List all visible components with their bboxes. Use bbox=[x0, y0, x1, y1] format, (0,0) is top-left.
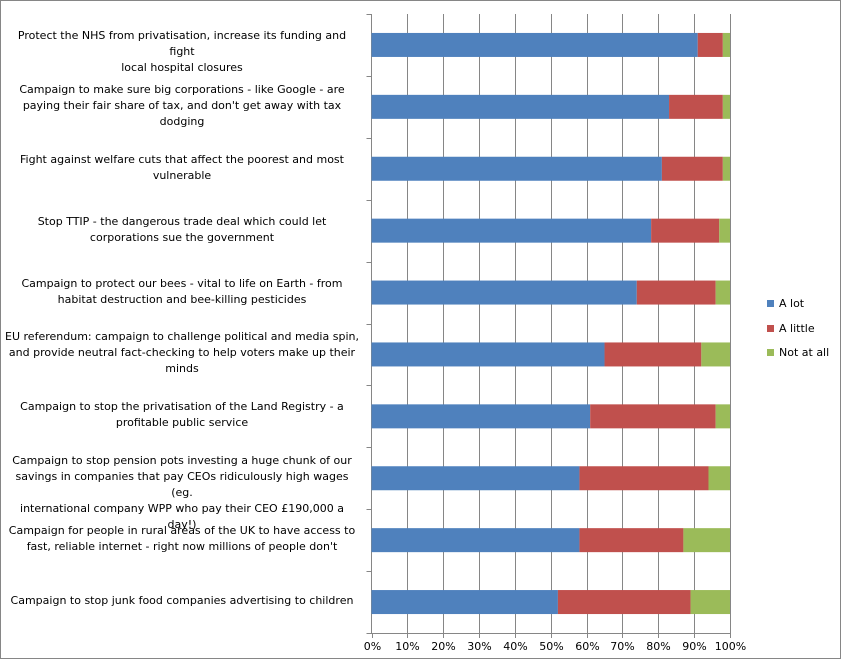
bar-a-little bbox=[669, 94, 723, 119]
category-label-line: Campaign to stop junk food companies adv… bbox=[10, 594, 354, 608]
category-label: Campaign to make sure big corporations -… bbox=[5, 82, 359, 130]
category-label-line: vulnerable bbox=[152, 168, 212, 182]
category-label: Stop TTIP - the dangerous trade deal whi… bbox=[5, 214, 359, 246]
bar-not-at-all bbox=[715, 280, 730, 305]
bar-not-at-all bbox=[722, 156, 730, 181]
x-tick-label: 50% bbox=[539, 640, 563, 653]
bar-not-at-all bbox=[683, 528, 730, 553]
category-label-line: local hospital closures bbox=[121, 60, 243, 74]
category-label-line: Fight against welfare cuts that affect t… bbox=[20, 152, 344, 166]
legend-swatch bbox=[767, 325, 774, 332]
bar-a-lot bbox=[371, 218, 652, 243]
category-label-line: Campaign to stop the privatisation of th… bbox=[20, 400, 344, 414]
category-label: Campaign for people in rural areas of th… bbox=[5, 523, 359, 555]
bar-a-lot bbox=[371, 528, 580, 553]
legend-swatch bbox=[767, 300, 774, 307]
category-label: EU referendum: campaign to challenge pol… bbox=[5, 329, 359, 377]
x-tick-label: 0% bbox=[364, 640, 381, 653]
bar-not-at-all bbox=[719, 218, 730, 243]
bar-a-little bbox=[579, 466, 709, 491]
category-label-line: minds bbox=[165, 362, 199, 376]
category-label-line: Stop TTIP - the dangerous trade deal whi… bbox=[37, 214, 327, 228]
legend-item: A little bbox=[767, 322, 815, 336]
bar-a-lot bbox=[371, 94, 670, 119]
category-label-line: international company WPP who pay their … bbox=[20, 502, 344, 532]
category-label: Fight against welfare cuts that affect t… bbox=[5, 152, 359, 184]
category-label-line: and provide neutral fact-checking to hel… bbox=[8, 346, 356, 360]
category-label-line: Campaign to make sure big corporations -… bbox=[19, 82, 345, 96]
bar-a-lot bbox=[371, 280, 637, 305]
category-label-line: profitable public service bbox=[115, 416, 249, 430]
bar-a-lot bbox=[371, 590, 558, 615]
x-tick-label: 70% bbox=[610, 640, 634, 653]
category-label: Protect the NHS from privatisation, incr… bbox=[5, 28, 359, 76]
x-tick-label: 30% bbox=[467, 640, 491, 653]
x-tick-label: 10% bbox=[395, 640, 419, 653]
legend-label: A lot bbox=[779, 297, 805, 310]
bar-not-at-all bbox=[715, 404, 730, 429]
x-tick-label: 40% bbox=[503, 640, 527, 653]
x-tick-label: 20% bbox=[431, 640, 455, 653]
category-label-line: Campaign to protect our bees - vital to … bbox=[21, 276, 343, 290]
category-label: Campaign to stop pension pots investing … bbox=[5, 453, 359, 533]
x-tick-label: 60% bbox=[575, 640, 599, 653]
bar-a-little bbox=[604, 342, 702, 367]
category-label-line: paying their fair share of tax, and don'… bbox=[22, 98, 342, 112]
category-label-line: Protect the NHS from privatisation, incr… bbox=[17, 28, 347, 58]
bar-a-lot bbox=[371, 32, 698, 57]
legend-label: Not at all bbox=[779, 346, 830, 359]
category-label: Campaign to protect our bees - vital to … bbox=[5, 276, 359, 308]
legend-item: Not at all bbox=[767, 346, 829, 360]
bar-a-lot bbox=[371, 466, 580, 491]
category-label-line: savings in companies that pay CEOs ridic… bbox=[15, 470, 349, 500]
bar-not-at-all bbox=[722, 94, 730, 119]
category-label-line: corporations sue the government bbox=[89, 230, 275, 244]
bar-not-at-all bbox=[701, 342, 730, 367]
bar-a-lot bbox=[371, 404, 591, 429]
bar-a-little bbox=[636, 280, 716, 305]
category-label-line: Campaign for people in rural areas of th… bbox=[8, 524, 356, 538]
category-label-line: habitat destruction and bee-killing pest… bbox=[57, 292, 307, 306]
x-tick-label: 100% bbox=[715, 640, 746, 653]
bar-a-lot bbox=[371, 156, 662, 181]
bar-a-little bbox=[590, 404, 716, 429]
bar-not-at-all bbox=[708, 466, 730, 491]
bar-a-little bbox=[557, 590, 691, 615]
bar-not-at-all bbox=[722, 32, 730, 57]
bar-a-little bbox=[697, 32, 723, 57]
x-tick-label: 90% bbox=[682, 640, 706, 653]
bar-not-at-all bbox=[690, 590, 730, 615]
category-label: Campaign to stop the privatisation of th… bbox=[5, 399, 359, 431]
category-label-line: fast, reliable internet - right now mill… bbox=[26, 540, 338, 554]
bar-a-little bbox=[661, 156, 723, 181]
bar-a-little bbox=[579, 528, 684, 553]
legend-item: A lot bbox=[767, 297, 804, 311]
legend-swatch bbox=[767, 349, 774, 356]
category-label-line: dodging bbox=[159, 114, 205, 128]
x-tick-label: 80% bbox=[646, 640, 670, 653]
bar-a-little bbox=[651, 218, 720, 243]
bar-a-lot bbox=[371, 342, 605, 367]
category-label-line: EU referendum: campaign to challenge pol… bbox=[5, 330, 359, 344]
category-label-line: Campaign to stop pension pots investing … bbox=[12, 454, 352, 468]
legend-label: A little bbox=[779, 322, 815, 335]
category-label: Campaign to stop junk food companies adv… bbox=[5, 593, 359, 609]
